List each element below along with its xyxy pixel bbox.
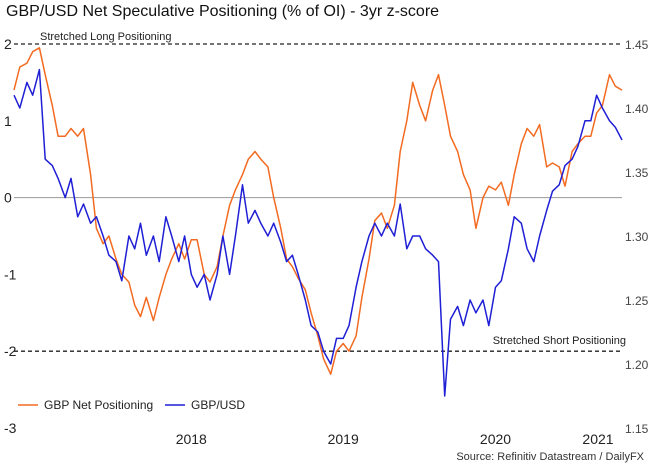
right-tick-label: 1.40: [625, 102, 649, 116]
right-tick-label: 1.30: [625, 230, 649, 244]
x-tick-label: 2019: [328, 431, 359, 447]
right-tick-label: 1.45: [625, 38, 649, 52]
axes: -3 -2 -1 0 1 2 1.15 1.20 1.25 1.30 1.35 1.40 1.45 201…: [4, 36, 649, 447]
x-tick-label: 2018: [176, 431, 207, 447]
right-tick-label: 1.15: [625, 422, 649, 436]
reference-lines: Stretched Long Positioning Stretched Shor…: [14, 31, 626, 352]
left-tick-label: 1: [4, 113, 12, 129]
left-tick-label: -2: [4, 343, 17, 359]
stretched-long-label: Stretched Long Positioning: [40, 31, 171, 43]
right-tick-label: 1.25: [625, 294, 649, 308]
x-tick-label: 2021: [582, 431, 613, 447]
legend-label-gbpusd: GBP/USD: [191, 398, 245, 412]
legend-label-gbp-net-positioning: GBP Net Positioning: [44, 398, 153, 412]
chart-title: GBP/USD Net Speculative Positioning (% o…: [6, 3, 440, 20]
series-lines: [13, 47, 623, 397]
right-tick-label: 1.35: [625, 166, 649, 180]
stretched-short-label: Stretched Short Positioning: [493, 335, 626, 347]
left-tick-label: -1: [4, 266, 17, 282]
left-tick-label: -3: [4, 420, 17, 436]
series-line-gbpusd: [13, 68, 623, 397]
series-line-gbp-net-positioning: [13, 47, 623, 375]
left-tick-label: 2: [4, 36, 12, 52]
right-tick-label: 1.20: [625, 358, 649, 372]
source-note: Source: Refinitiv Datastream / DailyFX: [456, 451, 644, 463]
legend: GBP Net Positioning GBP/USD: [18, 398, 245, 412]
x-tick-label: 2020: [480, 431, 511, 447]
left-tick-label: 0: [4, 190, 12, 206]
